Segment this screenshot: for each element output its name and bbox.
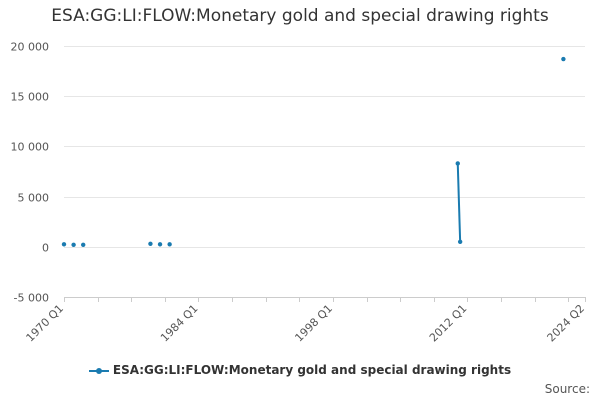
x-tick-label: 1970 Q1 xyxy=(24,302,67,345)
chart-title: ESA:GG:LI:FLOW:Monetary gold and special… xyxy=(51,6,549,26)
data-point[interactable] xyxy=(167,242,172,247)
source-label: Source: xyxy=(544,382,590,396)
x-tick-label: 2024 Q2 xyxy=(545,302,588,345)
y-tick-label: 20 000 xyxy=(11,41,50,54)
axis-layer: -5 000 0 5 000 10 000 15 000 20 000 1970 Q1 198… xyxy=(11,41,588,345)
grid-layer xyxy=(64,46,585,298)
y-tick-label: 15 000 xyxy=(11,91,50,104)
y-tick-label: 10 000 xyxy=(11,141,50,154)
y-tick-label: 5 000 xyxy=(18,192,50,205)
data-point[interactable] xyxy=(561,56,566,62)
x-tick-label: 1984 Q1 xyxy=(158,302,201,345)
data-point[interactable] xyxy=(157,242,163,247)
legend-swatch-dot xyxy=(95,367,102,374)
data-point[interactable] xyxy=(71,242,76,247)
y-tick-label: 0 xyxy=(42,242,49,255)
x-tick-label: 2012 Q1 xyxy=(427,302,470,345)
y-tick-label: -5 000 xyxy=(14,292,49,305)
data-point[interactable] xyxy=(81,242,86,247)
legend-label: ESA:GG:LI:FLOW:Monetary gold and special… xyxy=(112,363,512,377)
legend-swatch xyxy=(88,366,109,376)
data-point[interactable] xyxy=(455,161,460,166)
series-segment xyxy=(456,163,462,242)
x-tick-label: 1998 Q1 xyxy=(292,302,335,345)
series-layer xyxy=(61,56,566,247)
data-point[interactable] xyxy=(61,242,67,247)
data-point[interactable] xyxy=(148,241,153,246)
data-point[interactable] xyxy=(457,239,463,244)
legend[interactable]: ESA:GG:LI:FLOW:Monetary gold and special… xyxy=(0,363,600,377)
